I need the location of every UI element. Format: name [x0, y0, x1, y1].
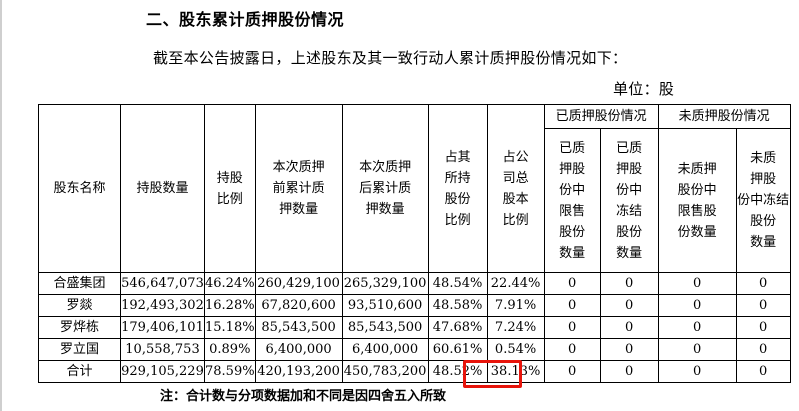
cell-holding-ratio: 46.24%	[204, 272, 256, 295]
cell-pledged-after: 265,329,100	[341, 272, 429, 295]
cell-pledged-restricted: 0	[543, 316, 601, 339]
cell-unpledged-frozen: 0	[735, 360, 791, 383]
header-shareholder-name: 股东名称	[38, 104, 121, 273]
header-total-capital-pct: 占公 司总 股本 比例	[486, 104, 545, 273]
cell-pledged-restricted: 0	[543, 338, 601, 361]
cell-pledged-frozen: 0	[599, 316, 659, 339]
cell-pledged-restricted: 0	[543, 272, 601, 295]
cell-pledged-frozen: 0	[599, 294, 659, 317]
header-pledged-group: 已质押股份情况	[543, 104, 659, 129]
cell-total-capital-pct: 0.54%	[486, 338, 545, 361]
cell-holding-quantity: 192,493,302	[120, 294, 205, 317]
cell-pledged-before: 6,400,000	[254, 338, 343, 361]
footnote: 注：合计数与分项数据加和不同是因四舍五入所致	[160, 389, 447, 404]
cell-pledged-before: 67,820,600	[254, 294, 343, 317]
cell-shareholder-name: 合盛集团	[38, 272, 121, 295]
intro-paragraph: 截至本公告披露日，上述股东及其一致行动人累计质押股份情况如下：	[153, 49, 628, 67]
cell-own-shares-pct: 48.52%	[427, 360, 488, 383]
cell-unpledged-restricted: 0	[657, 272, 737, 295]
pledge-table: 股东名称 持股数量 持股 比例 本次质押 前累计质 押数量 本次质押 后累计质 押数量 占…	[38, 104, 791, 383]
cell-unpledged-frozen: 0	[735, 316, 791, 339]
cell-pledged-frozen: 0	[599, 338, 659, 361]
cell-pledged-before: 85,543,500	[254, 316, 343, 339]
cell-pledged-restricted: 0	[543, 360, 601, 383]
cell-unpledged-restricted: 0	[657, 360, 737, 383]
cell-holding-ratio: 16.28%	[204, 294, 256, 317]
cell-own-shares-pct: 48.54%	[427, 272, 488, 295]
highlight-box	[463, 360, 522, 388]
cell-total-capital-pct: 7.91%	[486, 294, 545, 317]
header-pledged-after: 本次质押 后累计质 押数量	[341, 104, 429, 273]
cell-own-shares-pct: 47.68%	[427, 316, 488, 339]
cell-unpledged-frozen: 0	[735, 294, 791, 317]
cell-pledged-frozen: 0	[599, 360, 659, 383]
cell-holding-quantity: 929,105,229	[120, 360, 205, 383]
cell-unpledged-frozen: 0	[735, 338, 791, 361]
page-left-border	[0, 0, 2, 411]
unit-label: 单位：股	[613, 80, 675, 98]
cell-holding-ratio: 0.89%	[204, 338, 256, 361]
table-row: 合盛集团 546,647,073 46.24% 260,429,100 265,329,…	[38, 272, 791, 295]
cell-unpledged-restricted: 0	[657, 316, 737, 339]
cell-unpledged-restricted: 0	[657, 294, 737, 317]
cell-holding-quantity: 10,558,753	[120, 338, 205, 361]
cell-holding-ratio: 78.59%	[204, 360, 256, 383]
table-row: 罗立国 10,558,753 0.89% 6,400,000 6,400,000 60.6…	[38, 338, 791, 361]
table-row: 合计 929,105,229 78.59% 420,193,200 450,783,20…	[38, 360, 791, 383]
cell-pledged-frozen: 0	[599, 272, 659, 295]
cell-own-shares-pct: 60.61%	[427, 338, 488, 361]
cell-shareholder-name: 罗烨栋	[38, 316, 121, 339]
header-own-shares-pct: 占其 所持 股份 比例	[427, 104, 488, 273]
section-heading: 二、股东累计质押股份情况	[146, 10, 345, 29]
cell-shareholder-name: 罗燚	[38, 294, 121, 317]
header-pledged-before: 本次质押 前累计质 押数量	[254, 104, 343, 273]
cell-own-shares-pct: 48.58%	[427, 294, 488, 317]
header-unpledged-group: 未质押股份情况	[657, 104, 791, 129]
header-holding-quantity: 持股数量	[120, 104, 205, 273]
cell-pledged-restricted: 0	[543, 294, 601, 317]
cell-pledged-before: 260,429,100	[254, 272, 343, 295]
header-unpledged-frozen: 未质 押股 份中冻结 股份 数量	[735, 128, 791, 273]
cell-shareholder-name: 合计	[38, 360, 121, 383]
header-unpledged-restricted: 未质押 股份中 限售股 份数量	[657, 128, 737, 273]
cell-shareholder-name: 罗立国	[38, 338, 121, 361]
header-holding-ratio: 持股 比例	[204, 104, 256, 273]
cell-unpledged-frozen: 0	[735, 272, 791, 295]
cell-holding-quantity: 179,406,101	[120, 316, 205, 339]
table-row: 罗烨栋 179,406,101 15.18% 85,543,500 85,543,500…	[38, 316, 791, 339]
cell-pledged-after: 6,400,000	[341, 338, 429, 361]
cell-pledged-after: 85,543,500	[341, 316, 429, 339]
header-pledged-frozen: 已质 押股 份中 冻结 股份 数量	[599, 128, 659, 273]
table-row: 罗燚 192,493,302 16.28% 67,820,600 93,510,600 4…	[38, 294, 791, 317]
cell-unpledged-restricted: 0	[657, 338, 737, 361]
cell-holding-ratio: 15.18%	[204, 316, 256, 339]
cell-total-capital-pct: 7.24%	[486, 316, 545, 339]
cell-pledged-after: 450,783,200	[341, 360, 429, 383]
cell-holding-quantity: 546,647,073	[120, 272, 205, 295]
cell-pledged-after: 93,510,600	[341, 294, 429, 317]
cell-total-capital-pct: 22.44%	[486, 272, 545, 295]
header-pledged-restricted: 已质 押股 份中 限售 股份 数量	[543, 128, 601, 273]
cell-pledged-before: 420,193,200	[254, 360, 343, 383]
